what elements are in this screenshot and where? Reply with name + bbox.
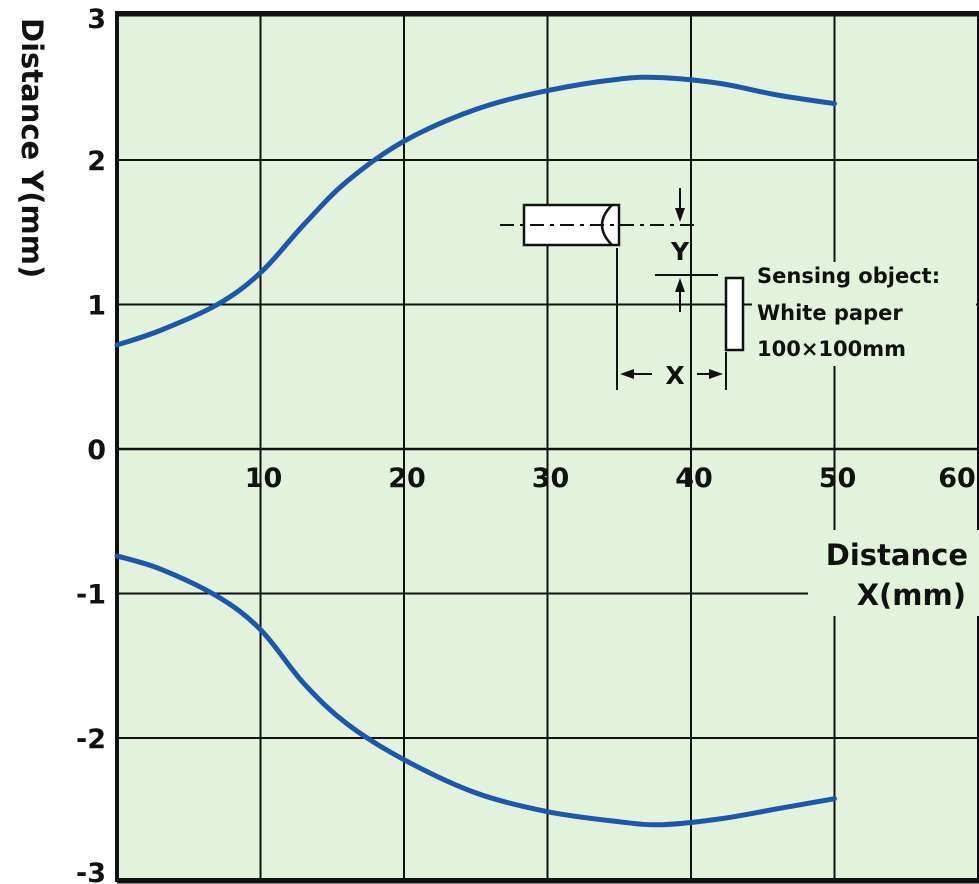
y-tick-label: 2 [87, 146, 106, 177]
x-dim-arrowhead-left [620, 369, 634, 379]
y-tick-label: -2 [76, 724, 106, 755]
note-background [752, 262, 976, 366]
sensing-object [724, 276, 745, 352]
y-tick-label: -1 [76, 580, 106, 611]
sensing-object-label: Sensing object: [757, 264, 940, 288]
plot-frame [115, 11, 979, 882]
upper-boundary-line [114, 74, 837, 348]
x-tick-label: 30 [532, 463, 570, 494]
x-axis-title-line2: X(mm) [857, 578, 966, 612]
y-tick-labels: 3 2 1 0 -1 -2 -3 [76, 4, 106, 884]
size-label: 100×100mm [757, 337, 906, 361]
y-dim-arrowhead-bottom [675, 278, 685, 292]
y-dim-label: Y [670, 237, 690, 266]
y-tick-label: -3 [76, 858, 106, 884]
x-tick-label: 10 [245, 463, 283, 494]
x-axis-title-line1: Distance [826, 538, 968, 572]
y-dim-arrowhead-top [675, 208, 685, 222]
series-lines [114, 74, 837, 828]
y-tick-label: 1 [87, 291, 106, 322]
paper-label: White paper [757, 301, 903, 325]
x-tick-label: 50 [819, 463, 857, 494]
y-axis-title: Distance Y(mm) [15, 18, 49, 278]
x-dim-label: X [665, 361, 684, 390]
x-tick-label: 40 [675, 463, 713, 494]
lower-boundary-line [114, 553, 837, 828]
x-tick-label: 20 [388, 463, 426, 494]
inset-diagram: Y X Sensing object: White paper 100×100m… [500, 188, 976, 390]
y-tick-label: 0 [87, 435, 106, 466]
x-dim-arrowhead-right [709, 369, 723, 379]
x-tick-labels: 10 20 30 40 50 60 [245, 463, 976, 494]
x-axis-title-background [808, 530, 979, 616]
x-tick-label: 60 [938, 463, 976, 494]
y-tick-label: 3 [87, 4, 106, 35]
